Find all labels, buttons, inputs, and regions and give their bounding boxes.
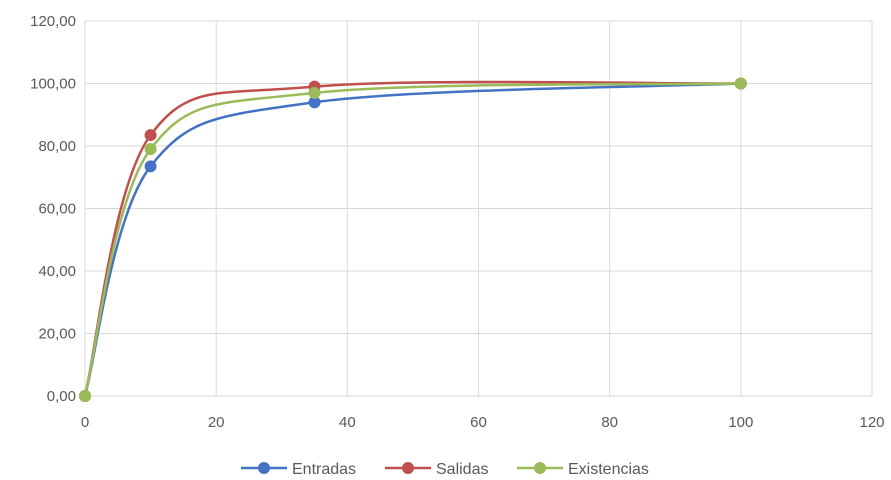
x-tick-label: 20: [208, 414, 225, 431]
series-group: [79, 77, 747, 402]
series-existencias: [79, 77, 747, 402]
series-line-existencias: [83, 82, 741, 397]
legend: Entradas Salidas Existencias: [241, 461, 649, 478]
data-point-salidas: [144, 129, 157, 142]
series-entradas: [79, 77, 747, 402]
y-tick-label: 0,00: [47, 388, 76, 405]
y-axis-tick-labels: 0,00 20,00 40,00 60,00 80,00 100,00 120,00: [30, 13, 76, 405]
gridlines: [84, 20, 873, 397]
x-tick-label: 0: [81, 414, 89, 431]
legend-label-salidas: Salidas: [436, 461, 488, 478]
legend-item-salidas: Salidas: [385, 461, 488, 478]
data-point-entradas: [308, 96, 321, 109]
data-point-existencias: [734, 77, 747, 90]
series-line-salidas: [83, 80, 741, 397]
data-point-existencias: [144, 143, 157, 156]
legend-marker-existencias: [534, 462, 546, 474]
legend-label-entradas: Entradas: [292, 461, 356, 478]
x-tick-label: 60: [470, 414, 487, 431]
data-point-entradas: [144, 160, 157, 173]
y-tick-label: 60,00: [38, 201, 76, 218]
x-tick-label: 120: [859, 414, 884, 431]
series-line-entradas: [83, 82, 741, 397]
y-tick-label: 80,00: [38, 138, 76, 155]
x-axis-tick-labels: 0 20 40 60 80 100 120: [81, 414, 885, 431]
legend-item-existencias: Existencias: [517, 461, 649, 478]
x-tick-label: 80: [601, 414, 618, 431]
data-point-existencias: [308, 86, 321, 99]
y-tick-label: 120,00: [30, 13, 76, 30]
y-tick-label: 40,00: [38, 263, 76, 280]
legend-item-entradas: Entradas: [241, 461, 356, 478]
legend-label-existencias: Existencias: [568, 461, 649, 478]
data-point-existencias: [79, 390, 91, 402]
x-tick-label: 40: [339, 414, 356, 431]
legend-marker-entradas: [258, 462, 270, 474]
legend-marker-salidas: [402, 462, 414, 474]
x-tick-label: 100: [728, 414, 753, 431]
y-tick-label: 20,00: [38, 326, 76, 343]
y-tick-label: 100,00: [30, 76, 76, 93]
series-salidas: [79, 77, 747, 402]
